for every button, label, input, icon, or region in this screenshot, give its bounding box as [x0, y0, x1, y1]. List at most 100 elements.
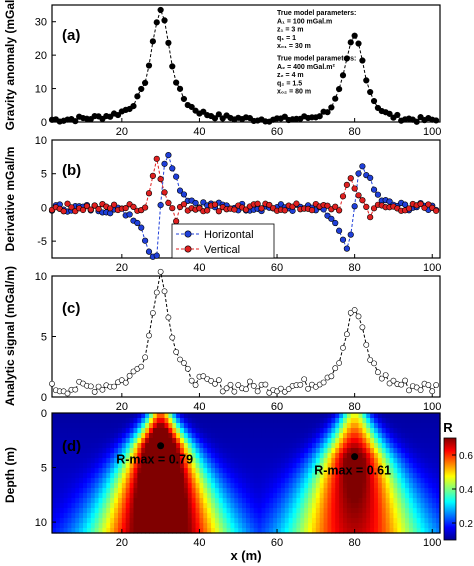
heatmap-cell: [374, 503, 379, 509]
heatmap-cell: [79, 503, 84, 509]
heatmap-cell: [238, 508, 243, 514]
heatmap-cell: [292, 433, 298, 439]
heatmap-cell: [86, 433, 92, 439]
heatmap-cell: [106, 508, 111, 514]
heatmap-cell: [428, 433, 433, 439]
heatmap-cell: [393, 493, 398, 499]
heatmap-cell: [207, 528, 212, 534]
heatmap-cell: [370, 488, 375, 494]
heatmap-cell: [168, 453, 173, 459]
heatmap-cell: [296, 498, 301, 504]
heatmap-cell: [277, 463, 282, 469]
data-point: [95, 383, 102, 390]
heatmap-cell: [323, 488, 329, 494]
heatmap-cell: [75, 438, 80, 444]
heatmap-cell: [397, 458, 402, 464]
data-point: [161, 160, 168, 167]
heatmap-cell: [176, 423, 181, 429]
heatmap-cell: [273, 443, 278, 449]
heatmap-cell: [412, 513, 418, 519]
heatmap-cell: [389, 413, 395, 419]
markers-a: [48, 6, 440, 125]
heatmap-cell: [253, 428, 259, 434]
heatmap-cell: [207, 483, 212, 489]
heatmap-cell: [242, 513, 247, 519]
heatmap-cell: [412, 433, 418, 439]
heatmap-cell: [280, 443, 286, 449]
heatmap-cell: [242, 488, 247, 494]
heatmap-cell: [145, 498, 150, 504]
heatmap-cell: [133, 503, 138, 509]
legend-label-horizontal: Horizontal: [204, 229, 254, 241]
heatmap-cell: [191, 483, 197, 489]
heatmap-cell: [183, 513, 189, 519]
heatmap-cell: [59, 448, 65, 454]
heatmap-cell: [67, 513, 72, 519]
data-point: [347, 39, 354, 46]
data-point: [173, 349, 180, 355]
data-point: [254, 388, 261, 395]
heatmap-cell: [141, 513, 146, 519]
heatmap-cell: [397, 438, 402, 444]
data-point: [192, 382, 199, 388]
heatmap-cell: [83, 528, 88, 534]
heatmap-cell: [110, 473, 115, 479]
heatmap-cell: [199, 423, 204, 429]
heatmap-cell: [246, 493, 251, 499]
heatmap-cell: [366, 488, 371, 494]
heatmap-cell: [420, 473, 426, 479]
heatmap-cell: [129, 413, 135, 419]
heatmap-cell: [343, 483, 348, 489]
heatmap-cell: [168, 518, 173, 524]
heatmap-cell: [75, 423, 80, 429]
data-point: [169, 165, 176, 172]
heatmap-cell: [168, 493, 173, 499]
heatmap-cell: [393, 528, 398, 534]
heatmap-cell: [249, 428, 255, 434]
heatmap-cell: [222, 473, 228, 479]
heatmap-cell: [331, 493, 336, 499]
heatmap-cell: [117, 413, 123, 419]
heatmap-cell: [75, 508, 80, 514]
heatmap-cell: [401, 523, 406, 529]
heatmap-cell: [269, 513, 274, 519]
heatmap-cell: [86, 473, 92, 479]
heatmap-cell: [149, 438, 154, 444]
heatmap-cell: [86, 458, 92, 464]
x-axis-label-d: x (m): [230, 548, 261, 563]
heatmap-cell: [114, 518, 119, 524]
heatmap-cell: [308, 503, 313, 509]
heatmap-cell: [315, 528, 321, 534]
data-point: [68, 204, 75, 211]
heatmap-cell: [230, 513, 235, 519]
heatmap-cell: [253, 493, 259, 499]
x-tick-label: 80: [349, 126, 361, 138]
heatmap-cell: [420, 418, 426, 424]
heatmap-cell: [416, 483, 422, 489]
heatmap-cell: [59, 488, 65, 494]
heatmap-cell: [358, 438, 363, 444]
heatmap-cell: [199, 478, 204, 484]
heatmap-cell: [374, 428, 379, 434]
heatmap-cell: [405, 413, 410, 419]
heatmap-cell: [436, 478, 441, 484]
heatmap-cell: [164, 433, 169, 439]
data-point: [355, 40, 362, 47]
data-point: [343, 245, 350, 252]
heatmap-cell: [339, 528, 344, 534]
heatmap-cell: [265, 438, 270, 444]
heatmap-cell: [83, 498, 88, 504]
heatmap-cell: [187, 438, 193, 444]
heatmap-cell: [149, 433, 154, 439]
heatmap-cell: [370, 468, 375, 474]
heatmap-cell: [226, 493, 232, 499]
heatmap-cell: [59, 463, 65, 469]
heatmap-cell: [164, 453, 169, 459]
heatmap-cell: [187, 428, 193, 434]
heatmap-cell: [191, 513, 197, 519]
heatmap-cell: [242, 498, 247, 504]
heatmap-cell: [79, 468, 84, 474]
heatmap-cell: [137, 508, 142, 514]
heatmap-cell: [374, 473, 379, 479]
